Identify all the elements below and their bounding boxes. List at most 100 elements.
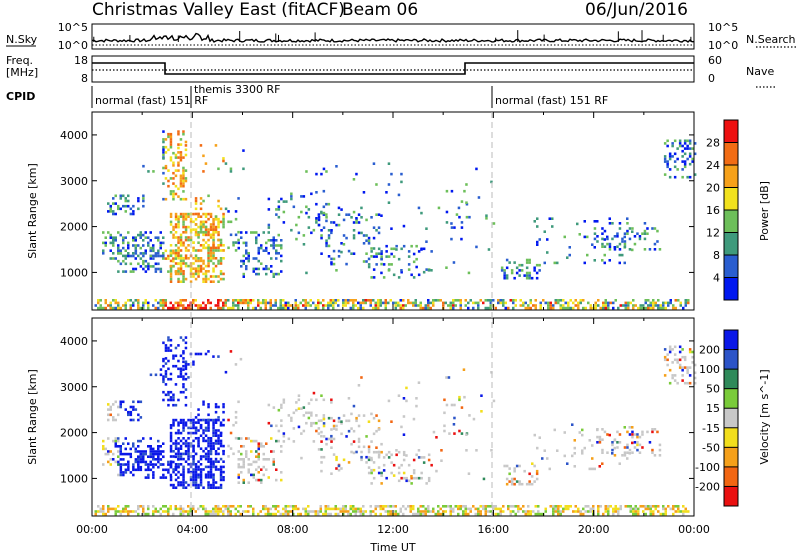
echo-cell — [184, 262, 188, 265]
echo-cell — [152, 458, 155, 461]
echo-cell — [332, 507, 335, 511]
echo-cell — [169, 437, 173, 440]
echo-cell — [618, 222, 622, 225]
echo-cell — [477, 507, 480, 511]
echo-cell — [405, 454, 408, 457]
echo-cell — [597, 505, 600, 508]
echo-cell — [127, 410, 130, 414]
echo-cell — [317, 223, 321, 227]
echo-cell — [599, 306, 602, 310]
echo-cell — [242, 275, 245, 278]
echo-cell — [222, 220, 225, 224]
echo-cell — [184, 238, 188, 242]
echo-cell — [387, 301, 390, 305]
echo-cell — [222, 223, 225, 226]
echo-cell — [280, 471, 283, 474]
echo-cell — [397, 193, 401, 197]
echo-cell — [277, 205, 281, 209]
echo-cell — [579, 301, 582, 305]
echo-cell — [117, 445, 120, 448]
echo-cell — [297, 407, 301, 410]
echo-cell — [325, 442, 328, 446]
echo-cell — [209, 510, 212, 513]
echo-cell — [397, 471, 401, 475]
echo-cell — [455, 213, 459, 216]
echo-cell — [415, 404, 418, 408]
echo-cell — [487, 306, 490, 310]
echo-cell — [601, 259, 604, 262]
echo-cell — [247, 463, 250, 466]
echo-cell — [132, 465, 135, 469]
echo-cell — [137, 465, 140, 469]
echo-cell — [547, 306, 550, 310]
echo-cell — [237, 437, 240, 440]
echo-cell — [304, 507, 307, 511]
echo-cell — [578, 233, 581, 236]
echo-cell — [529, 512, 532, 516]
echo-cell — [194, 426, 198, 430]
echo-cell — [397, 301, 400, 305]
echo-cell — [653, 242, 657, 246]
echo-cell — [102, 512, 105, 516]
echo-cell — [505, 258, 509, 262]
echo-cell — [352, 440, 356, 443]
x-tick-label: 00:00 — [76, 523, 108, 536]
echo-cell — [676, 157, 679, 161]
echo-cell — [134, 510, 137, 513]
echo-cell — [147, 455, 150, 458]
echo-cell — [157, 249, 160, 253]
echo-cell — [207, 257, 210, 260]
echo-cell — [304, 304, 307, 307]
echo-cell — [227, 510, 230, 513]
echo-cell — [639, 304, 642, 307]
echo-cell — [214, 264, 218, 268]
echo-cell — [144, 249, 147, 252]
echo-cell — [644, 299, 647, 302]
echo-cell — [533, 266, 536, 270]
echo-cell — [174, 212, 178, 216]
echo-cell — [528, 482, 531, 486]
echo-cell — [539, 301, 542, 305]
echo-cell — [335, 428, 338, 431]
echo-cell — [119, 194, 122, 198]
echo-cell — [357, 507, 360, 511]
echo-cell — [144, 252, 147, 255]
echo-cell — [232, 301, 235, 305]
echo-cell — [429, 510, 432, 513]
echo-cell — [167, 148, 170, 152]
echo-cell — [162, 153, 165, 157]
echo-cell — [287, 510, 290, 513]
echo-cell — [422, 505, 425, 508]
echo-cell — [257, 471, 260, 474]
echo-cell — [167, 132, 170, 136]
echo-cell — [270, 239, 273, 242]
echo-cell — [212, 236, 215, 239]
echo-cell — [107, 452, 110, 456]
echo-cell — [447, 304, 450, 307]
echo-cell — [342, 299, 345, 302]
echo-cell — [232, 423, 235, 427]
echo-cell — [277, 208, 281, 211]
echo-cell — [412, 458, 416, 462]
echo-cell — [197, 418, 200, 422]
power-colorbar-swatch — [724, 277, 738, 301]
echo-cell — [107, 460, 110, 464]
echo-cell — [522, 301, 525, 305]
echo-cell — [683, 366, 687, 369]
echo-cell — [417, 510, 420, 513]
echo-cell — [264, 505, 267, 508]
echo-cell — [606, 451, 609, 454]
echo-cell — [442, 301, 445, 305]
echo-cell — [608, 259, 611, 262]
echo-cell — [197, 413, 200, 417]
echo-cell — [187, 444, 190, 448]
echo-cell — [124, 510, 127, 513]
echo-cell — [109, 413, 112, 417]
echo-cell — [182, 470, 185, 474]
echo-cell — [280, 244, 283, 247]
echo-cell — [370, 471, 373, 475]
echo-cell — [207, 233, 210, 237]
echo-cell — [219, 457, 223, 461]
echo-cell — [553, 261, 556, 265]
echo-cell — [499, 510, 502, 513]
